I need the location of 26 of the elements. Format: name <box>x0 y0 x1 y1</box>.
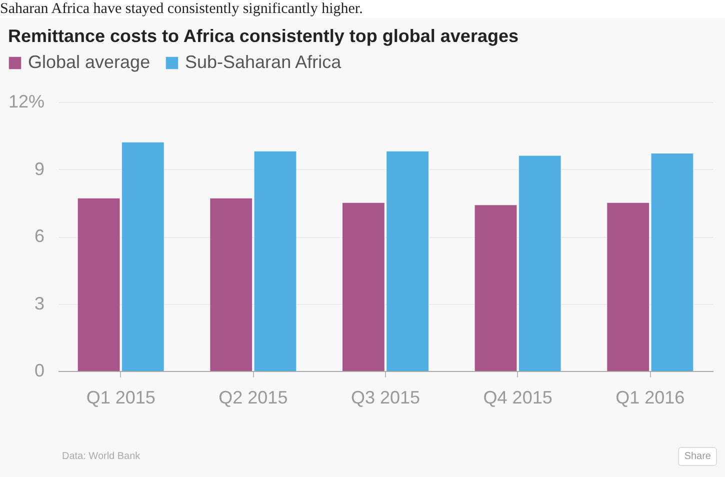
y-tick-label: 9 <box>34 158 44 179</box>
bar <box>474 205 517 371</box>
bar <box>518 156 561 371</box>
bar <box>78 198 120 371</box>
bar <box>386 151 429 371</box>
y-tick-label: 0 <box>34 360 44 380</box>
bar <box>342 202 384 371</box>
bar <box>122 142 164 371</box>
bar <box>651 154 694 371</box>
legend-label: Global average <box>28 52 150 72</box>
x-tick-label: Q2 2015 <box>218 388 288 408</box>
bar <box>210 198 252 371</box>
chart-title: Remittance costs to Africa consistently top global averages <box>8 26 518 46</box>
y-tick-label: 6 <box>34 226 44 246</box>
x-tick-label: Q1 2016 <box>616 388 685 408</box>
bar <box>607 202 650 371</box>
y-tick-label: 12% <box>8 92 44 112</box>
x-tick-label: Q3 2015 <box>350 388 420 408</box>
x-tick-label: Q4 2015 <box>483 388 552 408</box>
legend-label: Sub-Saharan Africa <box>185 52 342 72</box>
bar <box>254 151 296 371</box>
text: Share <box>678 447 717 466</box>
y-tick-label: 3 <box>34 293 44 314</box>
x-tick-label: Q1 2015 <box>86 388 156 408</box>
text: Saharan Africa have stayed consistently significantly higher. <box>0 0 725 18</box>
text: Data: World Bank <box>62 451 140 462</box>
